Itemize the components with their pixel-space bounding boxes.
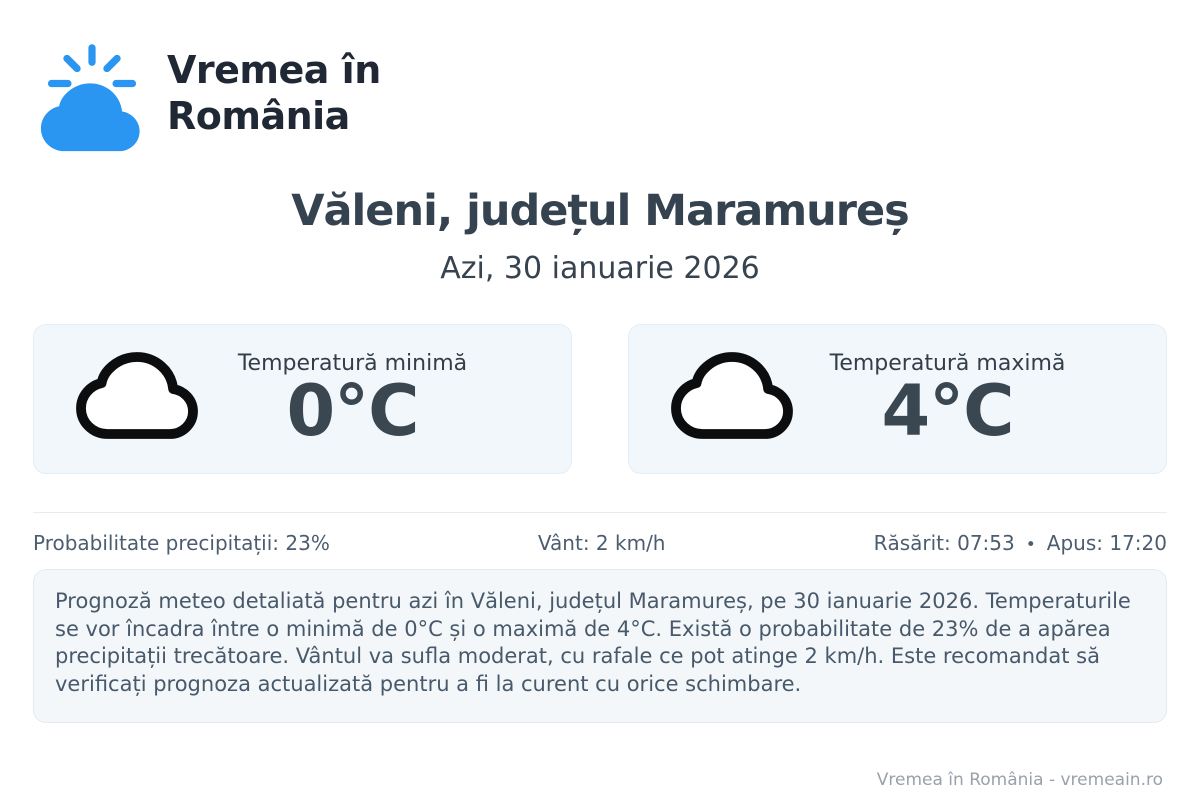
wind-value: 2 km/h [595, 531, 666, 555]
sun-cloud-icon [40, 44, 140, 152]
page-title: Văleni, județul Maramureș [291, 186, 909, 236]
min-temperature-label: Temperatură minimă [237, 350, 468, 376]
cloud-icon [671, 352, 793, 439]
temperature-cards: Temperatură minimă 0°C Temperatură maxim… [33, 324, 1167, 474]
sun-times-stat: Răsărit: 07:53 • Apus: 17:20 [874, 531, 1167, 555]
precipitation-stat: Probabilitate precipitații: 23% [33, 531, 330, 555]
logo-cloud-shape [40, 83, 140, 152]
min-temperature-text: Temperatură minimă 0°C [200, 351, 505, 447]
sun-rays [47, 44, 137, 88]
sunrise-label: Răsărit: [873, 531, 951, 555]
sunset-stat: Apus: 17:20 [1047, 531, 1167, 555]
stats-row: Probabilitate precipitații: 23% Vânt: 2 … [33, 512, 1167, 555]
brand-header: Vremea în România [39, 0, 1167, 154]
precipitation-value: 23% [285, 531, 330, 555]
sunset-value: 17:20 [1109, 531, 1167, 555]
bullet-separator: • [1025, 535, 1036, 555]
wind-stat: Vânt: 2 km/h [538, 531, 666, 555]
sunset-label: Apus: [1046, 531, 1103, 555]
max-temperature-label: Temperatură maximă [829, 350, 1066, 376]
min-temperature-card: Temperatură minimă 0°C [33, 324, 572, 474]
wind-label: Vânt: [537, 531, 590, 555]
forecast-summary: Prognoză meteo detaliată pentru azi în V… [33, 569, 1167, 723]
max-temperature-value: 4°C [881, 369, 1014, 452]
sunrise-stat: Răsărit: 07:53 [874, 531, 1015, 555]
footer-credit: Vremea în România - vremeain.ro [876, 770, 1163, 790]
sunrise-value: 07:53 [957, 531, 1015, 555]
min-temperature-value: 0°C [286, 369, 419, 452]
brand-name-line2: România [167, 93, 350, 138]
cloud-icon [76, 352, 198, 439]
date-subtitle: Azi, 30 ianuarie 2026 [440, 251, 760, 286]
max-temperature-text: Temperatură maximă 4°C [795, 351, 1100, 447]
brand-name-line1: Vremea în [167, 48, 381, 92]
precipitation-label: Probabilitate precipitații: [33, 531, 280, 555]
max-temperature-card: Temperatură maximă 4°C [628, 324, 1167, 474]
brand-name: Vremea în România [167, 48, 381, 139]
